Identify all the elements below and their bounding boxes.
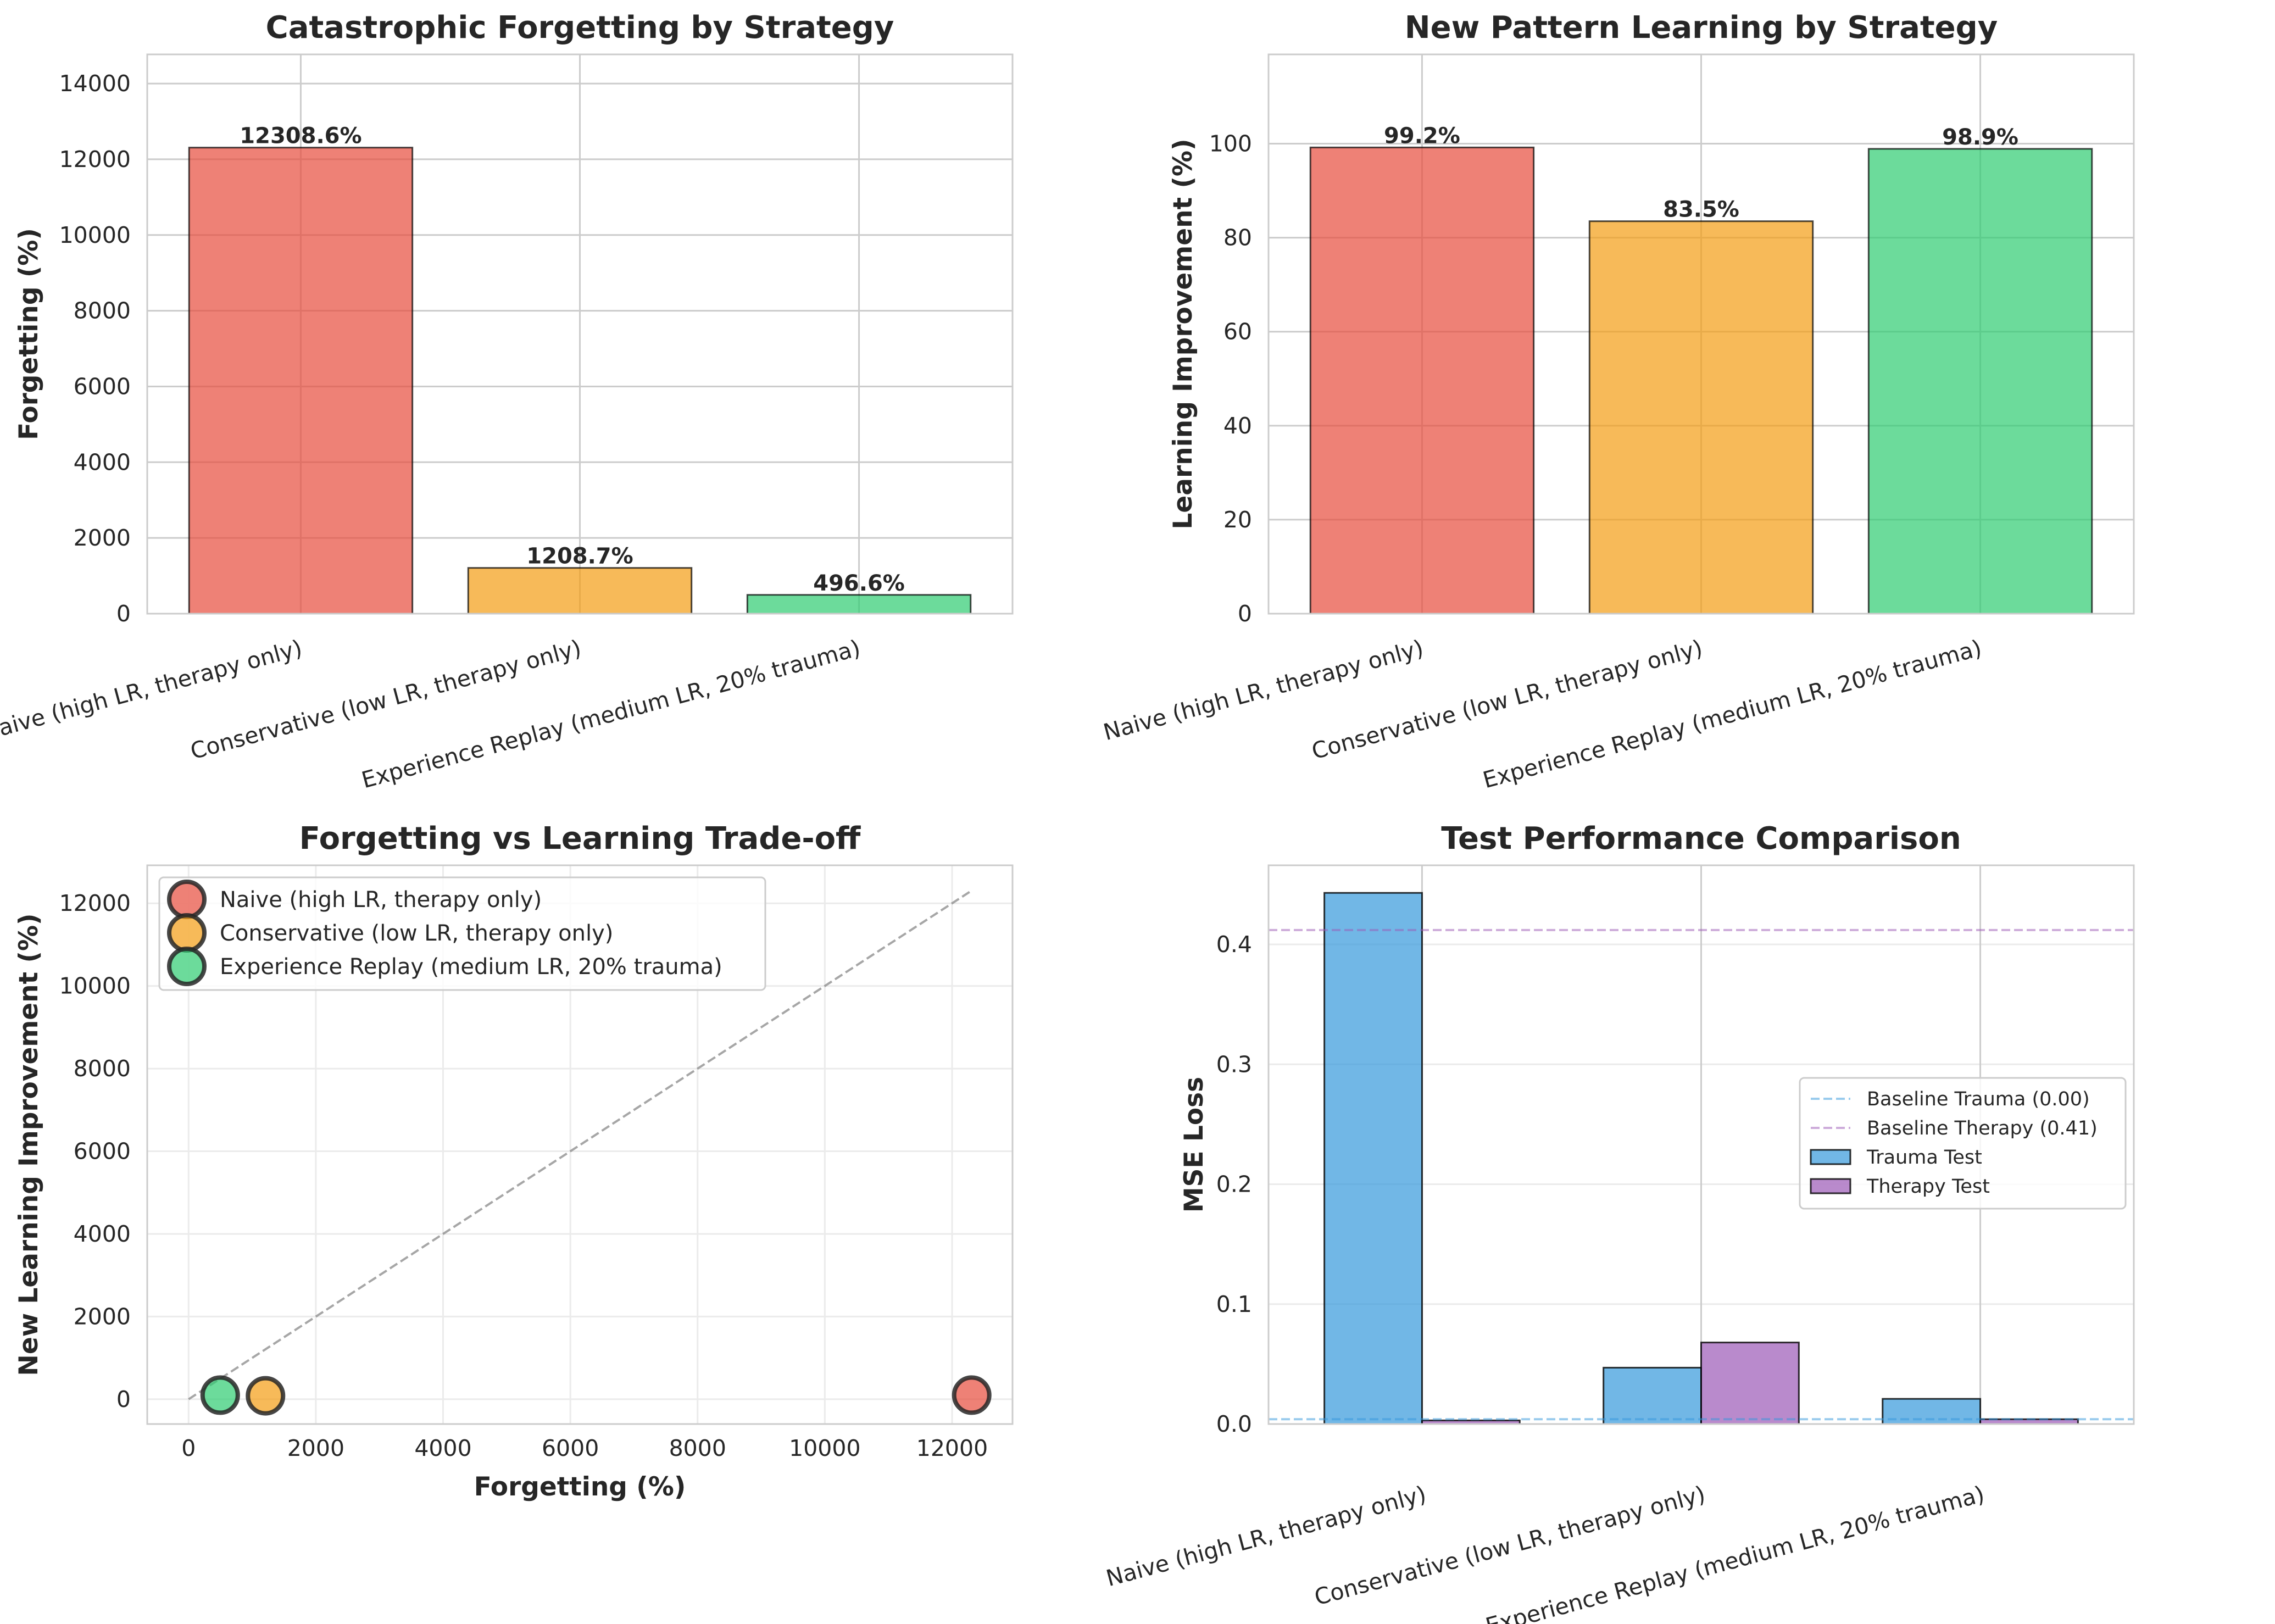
learning-title: New Pattern Learning by Strategy [1405, 10, 1998, 46]
test-performance-legend-label: Trauma Test [1866, 1147, 1982, 1169]
tradeoff-legend-label: Experience Replay (medium LR, 20% trauma… [220, 954, 722, 980]
learning-xtick-label: Experience Replay (medium LR, 20% trauma… [1480, 635, 1984, 793]
test-performance-legend-marker [1811, 1179, 1850, 1193]
forgetting-ytick-label: 14000 [59, 70, 131, 97]
test-performance-chart: 0.0 0.1 0.2 0.3 0.4 Baseline Trauma (0.00) Bas… [1103, 821, 2134, 1624]
tradeoff-xtick-label: 0 [181, 1435, 196, 1461]
forgetting-bar-value-label: 1208.7% [526, 544, 633, 569]
learning-ytick-label: 0 [1238, 600, 1252, 627]
tradeoff-ylabel: New Learning Improvement (%) [14, 913, 44, 1376]
forgetting-chart: 0 2000 4000 6000 8000 10000 12000 14000 12308.6%… [0, 10, 1013, 793]
test-performance-ytick-label: 0.4 [1216, 931, 1252, 958]
forgetting-ytick-label: 10000 [59, 222, 131, 248]
tradeoff-legend-marker [169, 915, 204, 950]
test-performance-legend-marker [1811, 1150, 1850, 1164]
tradeoff-legend-label: Naive (high LR, therapy only) [220, 887, 542, 913]
learning-bar [1589, 221, 1812, 614]
forgetting-bar-value-label: 496.6% [813, 571, 905, 596]
forgetting-bar [189, 148, 412, 614]
tradeoff-legend-marker [169, 949, 204, 984]
forgetting-ytick-label: 6000 [74, 373, 131, 399]
test-performance-ytick-label: 0.3 [1216, 1051, 1252, 1077]
learning-bar [1310, 147, 1533, 614]
forgetting-bar [468, 568, 691, 614]
learning-bar-value-label: 98.9% [1942, 125, 2018, 150]
tradeoff-ytick-label: 8000 [74, 1055, 131, 1082]
learning-chart: 0 20 40 60 80 100 99.2% 83.5% 98.9% New Pattern L… [1100, 10, 2134, 793]
tradeoff-xtick-label: 6000 [542, 1435, 599, 1461]
tradeoff-ytick-label: 0 [116, 1386, 131, 1412]
forgetting-ytick-label: 8000 [74, 298, 131, 324]
forgetting-ytick-label: 12000 [59, 146, 131, 173]
tradeoff-chart: 0 2000 4000 6000 8000 10000 12000 0 2000 4000 6000… [14, 821, 1013, 1502]
test-performance-title: Test Performance Comparison [1441, 821, 1961, 857]
test-performance-bar-trauma [1325, 893, 1422, 1424]
tradeoff-title: Forgetting vs Learning Trade-off [299, 821, 861, 857]
test-performance-legend-label: Therapy Test [1866, 1176, 1990, 1198]
tradeoff-xtick-label: 4000 [414, 1435, 471, 1461]
learning-ytick-label: 60 [1223, 319, 1252, 345]
forgetting-ytick-label: 4000 [74, 449, 131, 475]
learning-bar-value-label: 83.5% [1663, 197, 1739, 223]
tradeoff-point [248, 1378, 283, 1414]
test-performance-ytick-label: 0.0 [1216, 1411, 1252, 1437]
tradeoff-xtick-label: 12000 [916, 1435, 988, 1461]
test-performance-xtick-label: Experience Replay (medium LR, 20% trauma… [1483, 1481, 1987, 1624]
test-performance-ytick-label: 0.2 [1216, 1171, 1252, 1198]
forgetting-title: Catastrophic Forgetting by Strategy [266, 10, 894, 46]
test-performance-bar-trauma [1604, 1367, 1701, 1424]
learning-ytick-label: 40 [1223, 413, 1252, 439]
tradeoff-legend-marker [169, 882, 204, 917]
learning-bar [1868, 149, 2092, 614]
tradeoff-ytick-label: 2000 [74, 1303, 131, 1330]
tradeoff-ytick-label: 4000 [74, 1221, 131, 1247]
tradeoff-ytick-label: 10000 [59, 973, 131, 999]
learning-ylabel: Learning Improvement (%) [1168, 138, 1198, 529]
tradeoff-xtick-label: 8000 [669, 1435, 726, 1461]
tradeoff-ytick-label: 6000 [74, 1138, 131, 1165]
test-performance-legend-label: Baseline Therapy (0.41) [1867, 1117, 2098, 1139]
forgetting-ylabel: Forgetting (%) [14, 228, 44, 440]
test-performance-bar-therapy [1701, 1343, 1799, 1424]
tradeoff-point [954, 1377, 989, 1412]
test-performance-ytick-label: 0.1 [1216, 1291, 1252, 1317]
learning-bar-value-label: 99.2% [1384, 123, 1460, 148]
forgetting-bar [747, 595, 970, 614]
tradeoff-xtick-label: 10000 [789, 1435, 860, 1461]
test-performance-legend-label: Baseline Trauma (0.00) [1867, 1088, 2090, 1110]
tradeoff-xlabel: Forgetting (%) [474, 1472, 686, 1502]
learning-ytick-label: 100 [1209, 131, 1252, 157]
forgetting-ytick-label: 2000 [74, 525, 131, 551]
forgetting-xtick-label: Experience Replay (medium LR, 20% trauma… [359, 635, 863, 793]
tradeoff-point [203, 1377, 238, 1412]
learning-ytick-label: 80 [1223, 225, 1252, 251]
test-performance-ylabel: MSE Loss [1179, 1077, 1209, 1213]
tradeoff-legend-label: Conservative (low LR, therapy only) [220, 921, 613, 946]
learning-ytick-label: 20 [1223, 507, 1252, 533]
forgetting-bar-value-label: 12308.6% [240, 124, 361, 149]
tradeoff-xtick-label: 2000 [287, 1435, 344, 1461]
forgetting-ytick-label: 0 [116, 600, 131, 627]
tradeoff-ytick-label: 12000 [59, 890, 131, 916]
